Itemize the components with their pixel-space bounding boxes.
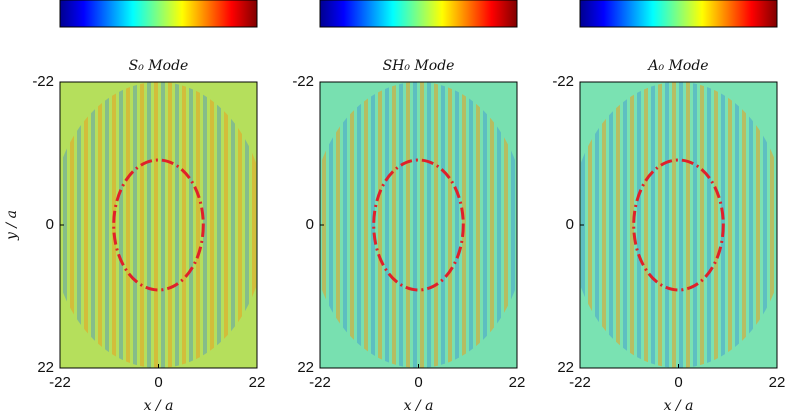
colorbar [59, 0, 258, 28]
chart-title: A₀ Mode [646, 58, 708, 74]
y-tick-label: -22 [32, 73, 54, 90]
wave-pattern [580, 82, 777, 368]
circle [632, 158, 725, 292]
x-tick-label: 22 [769, 374, 786, 391]
x-tick-label: -22 [309, 374, 331, 391]
chart-title: S₀ Mode [129, 58, 189, 74]
x-axis-label: x / a [664, 398, 694, 414]
x-tick-label: 0 [674, 374, 682, 391]
y-tick-label: 22 [37, 359, 54, 376]
y-tick-label: 22 [297, 359, 314, 376]
colorbar [579, 0, 778, 28]
wave-pattern [320, 82, 517, 368]
y-tick-label: 0 [46, 216, 54, 233]
circle [112, 158, 205, 292]
x-tick-label: -22 [569, 374, 591, 391]
x-tick-label: 0 [414, 374, 422, 391]
y-axis-label: y / a [4, 210, 20, 241]
circle [372, 158, 465, 292]
y-tick-label: 22 [557, 359, 574, 376]
x-tick-label: -22 [49, 374, 71, 391]
x-tick-label: 22 [509, 374, 526, 391]
x-axis-label: x / a [404, 398, 434, 414]
x-tick-label: 0 [154, 374, 162, 391]
y-tick-label: -22 [552, 73, 574, 90]
y-tick-label: 0 [306, 216, 314, 233]
chart-title: SH₀ Mode [383, 58, 455, 74]
x-axis-label: x / a [144, 398, 174, 414]
colorbar [319, 0, 518, 28]
y-tick-label: 0 [566, 216, 574, 233]
x-tick-label: 22 [249, 374, 266, 391]
y-tick-label: -22 [292, 73, 314, 90]
wave-pattern [60, 82, 257, 368]
